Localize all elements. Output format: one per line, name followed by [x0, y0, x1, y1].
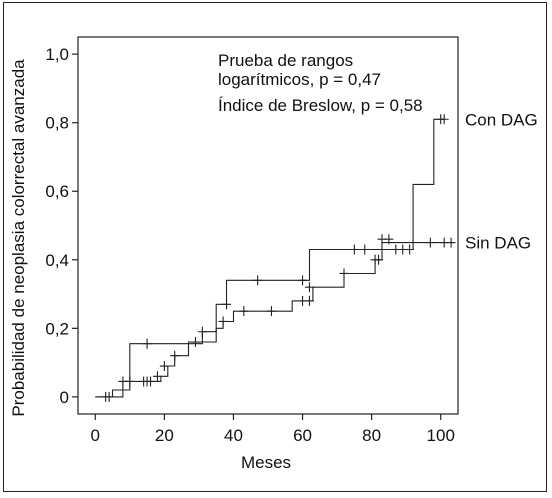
x-tick-label: 20: [155, 426, 174, 445]
censor-mark: [218, 316, 228, 327]
censor-mark: [349, 244, 359, 255]
series-label-sin-dag: Sin DAG: [465, 234, 531, 253]
censor-mark: [266, 306, 276, 317]
y-axis: 0 0,2 0,4 0,6 0,8 1,0: [45, 45, 78, 407]
censor-mark: [425, 237, 435, 248]
censor-mark: [104, 391, 114, 402]
x-axis-label: Meses: [241, 453, 291, 472]
censor-mark: [339, 268, 349, 279]
y-tick-label: 0,4: [45, 251, 69, 270]
figure-frame: [3, 2, 547, 492]
y-axis-label: Probabilidad de neoplasia colorrectal av…: [9, 59, 28, 417]
logrank-line1: Prueba de rangos: [218, 51, 353, 70]
y-tick-label: 1,0: [45, 45, 69, 64]
censor-mark: [304, 295, 314, 306]
censor-mark: [405, 244, 415, 255]
series-line-sin-dag: [95, 242, 455, 398]
censor-mark: [197, 326, 207, 337]
censor-mark: [146, 376, 156, 387]
censor-mark: [190, 337, 200, 348]
censor-mark: [384, 234, 394, 245]
x-tick-label: 100: [427, 426, 455, 445]
censor-mark: [170, 350, 180, 361]
breslow-annotation: Índice de Breslow, p = 0,58: [218, 96, 423, 115]
censor-mark: [298, 275, 308, 286]
y-tick-label: 0: [60, 388, 69, 407]
x-tick-label: 40: [224, 426, 243, 445]
y-tick-label: 0,2: [45, 319, 69, 338]
plot-area: [77, 36, 459, 415]
censor-mark: [439, 114, 449, 125]
series-label-con-dag: Con DAG: [465, 110, 538, 129]
censor-mark: [222, 299, 232, 310]
curves: Con DAG Sin DAG: [95, 110, 538, 402]
x-tick-label: 80: [362, 426, 381, 445]
censor-mark: [253, 275, 263, 286]
censor-mark: [374, 254, 384, 265]
x-tick-label: 60: [293, 426, 312, 445]
x-tick-label: 0: [91, 426, 100, 445]
x-axis: 0 20 40 60 80 100: [91, 414, 455, 445]
censor-mark: [239, 306, 249, 317]
censor-mark: [152, 371, 162, 382]
logrank-line2: logarítmicos, p = 0,47: [218, 70, 381, 89]
censor-mark: [159, 361, 169, 372]
censor-mark: [446, 237, 456, 248]
y-tick-label: 0,8: [45, 114, 69, 133]
censor-mark: [360, 244, 370, 255]
censor-mark: [125, 376, 135, 387]
censor-mark: [142, 338, 152, 349]
y-tick-label: 0,6: [45, 182, 69, 201]
series-line-con-dag: [95, 118, 445, 398]
